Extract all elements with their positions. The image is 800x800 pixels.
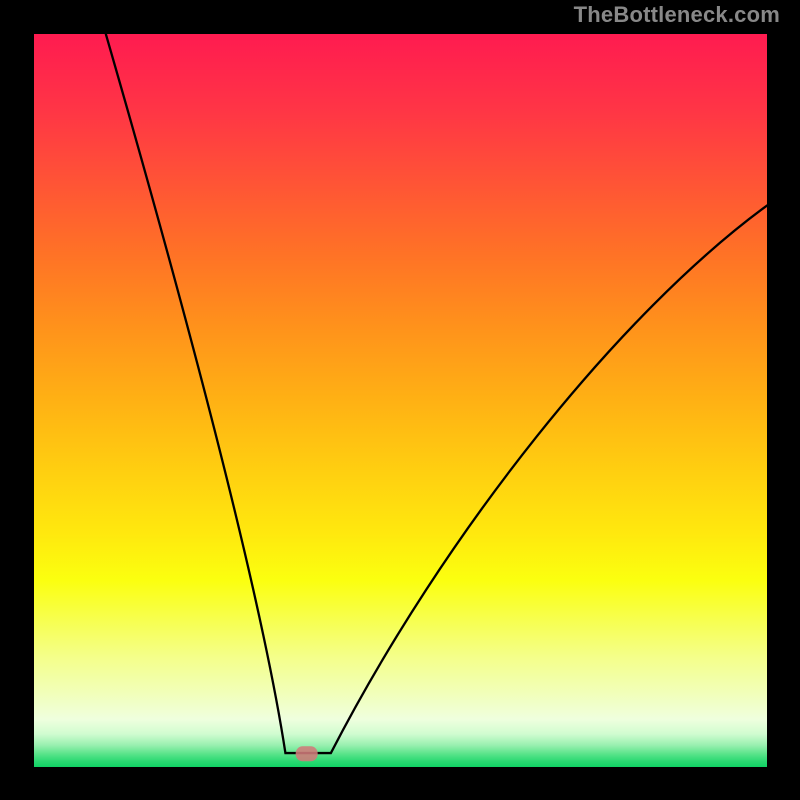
attribution-text: TheBottleneck.com (574, 2, 780, 28)
optimum-marker (296, 746, 318, 761)
plot-svg (34, 34, 767, 767)
chart-frame: TheBottleneck.com (0, 0, 800, 800)
plot-area (34, 34, 767, 767)
gradient-background (34, 34, 767, 767)
